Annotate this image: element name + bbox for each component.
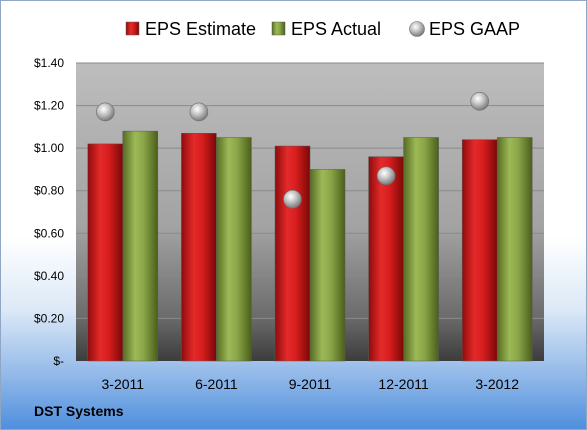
y-tick-label: $0.80 [34, 184, 64, 198]
eps-gaap-marker-12-2011 [376, 166, 396, 186]
eps-gaap-marker-3-2011 [96, 102, 115, 122]
legend-label-eps-gaap: EPS GAAP [429, 19, 520, 39]
eps-actual-bar-3-2011 [122, 130, 159, 362]
legend: EPS Estimate EPS Actual EPS GAAP [125, 19, 520, 39]
legend-swatch-eps-gaap [409, 21, 425, 37]
y-tick-label: $1.40 [34, 56, 64, 70]
x-tick-label: 3-2012 [475, 376, 519, 392]
legend-swatch-eps-estimate [125, 21, 140, 36]
eps-estimate-bar-9-2011 [274, 145, 311, 362]
x-tick-label: 3-2011 [102, 376, 145, 392]
eps-actual-bar-3-2012 [496, 137, 533, 362]
y-tick-label: $- [53, 354, 64, 368]
eps-gaap-marker-9-2011 [283, 189, 302, 209]
y-tick-label: $1.00 [34, 141, 64, 155]
eps-gaap-marker-3-2012 [470, 92, 490, 111]
y-tick-label: $0.20 [34, 311, 64, 325]
company-name: DST Systems [34, 403, 124, 419]
x-tick-label: 6-2011 [195, 376, 238, 392]
eps-estimate-bar-6-2011 [181, 132, 217, 362]
eps-actual-bar-9-2011 [309, 169, 346, 362]
legend-label-eps-actual: EPS Actual [291, 19, 381, 39]
eps-estimate-bar-3-2012 [461, 139, 498, 362]
x-tick-label: 12-2011 [378, 376, 429, 392]
y-tick-label: $1.20 [34, 99, 64, 113]
x-tick-label: 9-2011 [289, 376, 332, 392]
gaap-markers [96, 92, 490, 209]
y-tick-label: $0.40 [34, 269, 64, 283]
y-tick-label: $0.60 [34, 226, 64, 240]
eps-estimate-bar-3-2011 [87, 143, 124, 362]
x-axis: 3-2011 6-2011 9-2011 12-2011 3-2012 [102, 376, 520, 392]
eps-estimate-bar-12-2011 [368, 156, 404, 362]
eps-gaap-marker-6-2011 [189, 102, 209, 122]
bars [87, 130, 533, 362]
legend-swatch-eps-actual [271, 21, 286, 36]
legend-label-eps-estimate: EPS Estimate [145, 19, 256, 39]
eps-actual-bar-6-2011 [216, 137, 252, 362]
y-axis: $- $0.20 $0.40 $0.60 $0.80 $1.00 $1.20 $1.40 [34, 56, 64, 368]
eps-actual-bar-12-2011 [403, 137, 439, 362]
